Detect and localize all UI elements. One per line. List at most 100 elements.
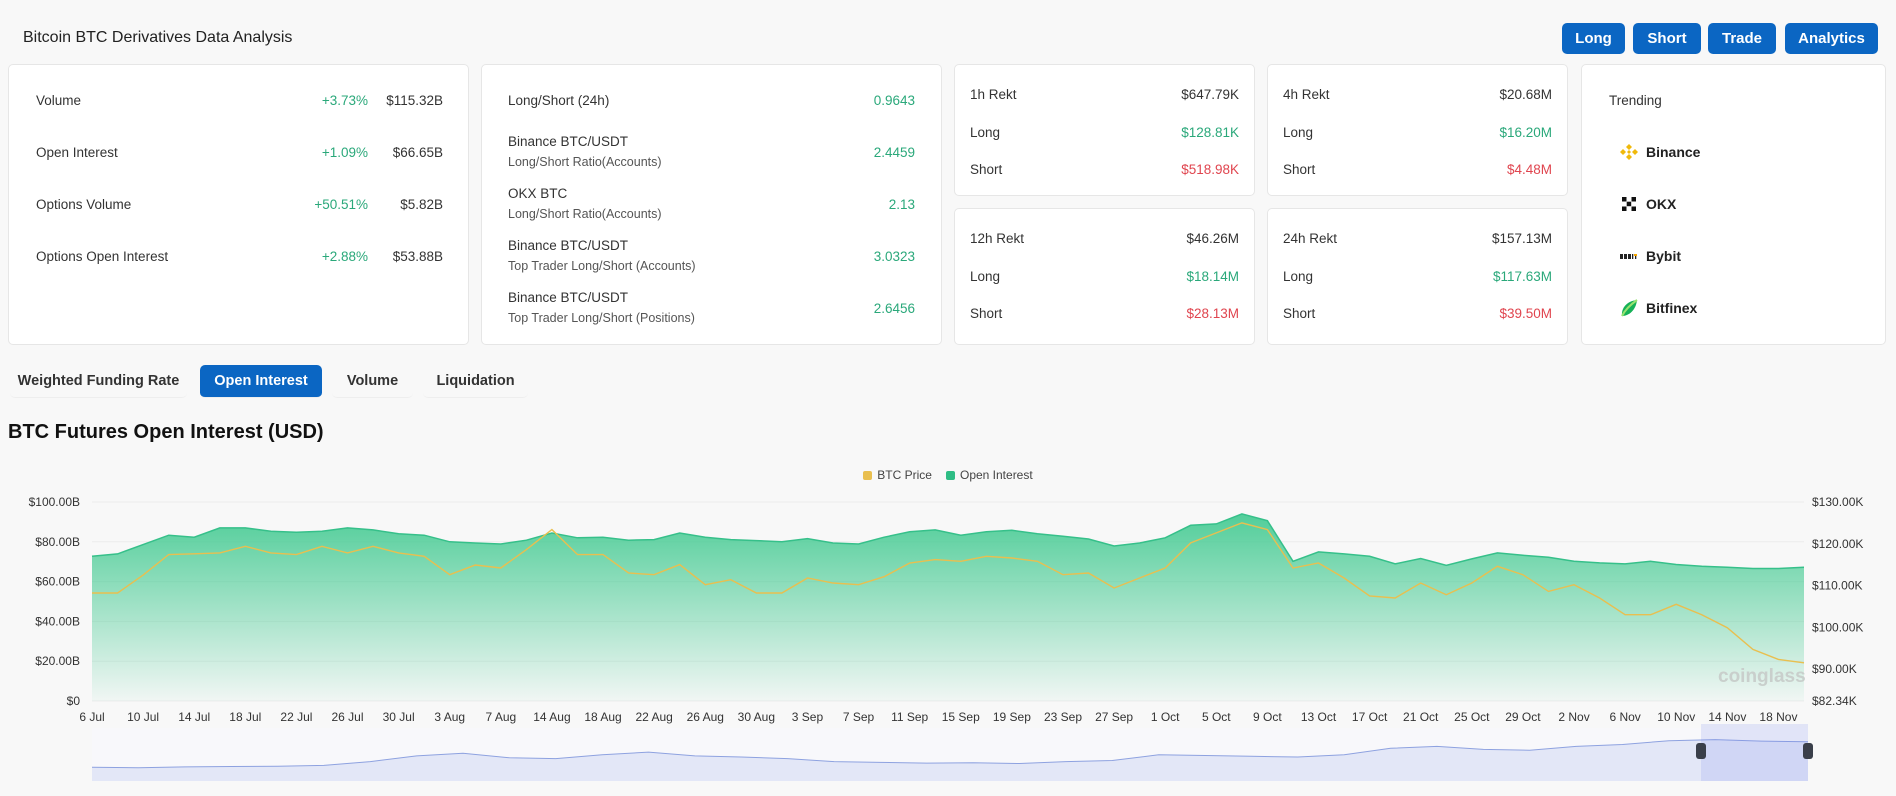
overview-label: Open Interest [36, 145, 118, 160]
x-tick-label: 22 Aug [635, 710, 672, 724]
y-right-tick-label: $82.34K [1812, 694, 1857, 708]
rekt-card: 1h Rekt $647.79K Long $128.81K Short $518.98K [954, 64, 1255, 196]
rekt-card: 12h Rekt $46.26M Long $18.14M Short $28.13M [954, 208, 1255, 345]
x-tick-label: 3 Sep [792, 710, 824, 724]
overview-value: $5.82B [400, 197, 443, 212]
legend-item-open-interest[interactable]: Open Interest [945, 468, 1033, 482]
x-tick-label: 26 Aug [687, 710, 724, 724]
ratio-value: 0.9643 [873, 93, 915, 108]
ratio-label: Binance BTC/USDT [508, 290, 629, 305]
rekt-long-label: Long [1283, 268, 1314, 284]
rekt-long-value: $128.81K [1181, 124, 1239, 140]
navigator-handle[interactable] [1803, 743, 1813, 759]
y-right-tick-label: $90.00K [1812, 662, 1857, 676]
x-tick-label: 29 Oct [1505, 710, 1541, 724]
trending-item-bitfinex[interactable]: Bitfinex [1619, 298, 1697, 318]
btc-price-line [92, 522, 1805, 664]
y-right-tick-label: $130.00K [1812, 495, 1863, 509]
rekt-long-value: $16.20M [1499, 124, 1552, 140]
rekt-short-value: $28.13M [1186, 306, 1239, 321]
ratio-value: 2.4459 [873, 145, 915, 160]
ratio-sublabel: Top Trader Long/Short (Accounts) [508, 259, 696, 273]
x-tick-label: 5 Oct [1202, 710, 1231, 724]
y-right-tick-label: $110.00K [1812, 579, 1863, 593]
x-tick-label: 26 Jul [332, 710, 364, 724]
rekt-label: 12h Rekt [970, 231, 1025, 246]
tab-weighted-funding-rate[interactable]: Weighted Funding Rate [10, 365, 187, 398]
x-tick-label: 17 Oct [1352, 710, 1388, 724]
open-interest-line [91, 513, 1805, 570]
overview-change: +50.51% [314, 197, 368, 212]
x-tick-label: 6 Nov [1609, 710, 1640, 724]
open-interest-chart: $0 $20.00B $40.00B $60.00B $80.00B $100.00B $8… [29, 495, 1863, 781]
long-short-card: Long/Short (24h) 0.9643 Binance BTC/USDT… [481, 64, 942, 345]
legend-item-btc-price[interactable]: BTC Price [863, 468, 932, 482]
x-tick-label: 30 Jul [383, 710, 415, 724]
bitfinex-icon [1621, 299, 1638, 317]
x-tick-label: 27 Sep [1095, 710, 1133, 724]
overview-label: Volume [36, 93, 82, 108]
rekt-total-value: $46.26M [1186, 231, 1239, 246]
tab-volume[interactable]: Volume [332, 365, 413, 398]
y-left-tick-label: $80.00B [35, 535, 80, 549]
y-left-tick-label: $100.00B [29, 495, 80, 509]
rekt-card: 24h Rekt $157.13M Long $117.63M Short $39.50M [1267, 208, 1568, 345]
x-tick-label: 23 Sep [1044, 710, 1082, 724]
navigator-window[interactable] [1701, 724, 1808, 781]
overview-value: $66.65B [392, 145, 443, 160]
chart-legend: BTC Price Open Interest [0, 468, 1896, 482]
x-tick-label: 22 Jul [280, 710, 312, 724]
navigator-line [91, 739, 1809, 769]
rekt-long-value: $117.63M [1492, 268, 1552, 284]
overview-value: $115.32B [386, 93, 443, 108]
overview-change: +1.09% [321, 145, 368, 160]
x-tick-label: 3 Aug [434, 710, 465, 724]
x-tick-label: 7 Aug [485, 710, 516, 724]
trending-item-bybit[interactable]: Bybit [1619, 246, 1681, 266]
ratio-sublabel: Top Trader Long/Short (Positions) [508, 311, 695, 325]
y-left-tick-label: $0 [67, 694, 81, 708]
trending-title: Trending [1609, 93, 1662, 108]
x-tick-label: 15 Sep [942, 710, 980, 724]
x-tick-label: 10 Nov [1657, 710, 1695, 724]
ratio-value: 2.6456 [873, 301, 915, 316]
trending-name: Binance [1646, 144, 1701, 160]
overview-change: +3.73% [321, 93, 368, 108]
rekt-short-value: $4.48M [1506, 162, 1552, 177]
rekt-long-label: Long [970, 124, 1001, 140]
analytics-button[interactable]: Analytics [1785, 23, 1878, 54]
ratio-label: Long/Short (24h) [508, 93, 610, 108]
rekt-long-label: Long [970, 268, 1001, 284]
trade-button[interactable]: Trade [1708, 23, 1776, 54]
rekt-short-label: Short [970, 306, 1003, 321]
y-left-tick-label: $60.00B [35, 575, 80, 589]
navigator-handle[interactable] [1696, 743, 1706, 759]
trending-item-okx[interactable]: OKX [1619, 194, 1676, 214]
x-tick-label: 18 Aug [584, 710, 621, 724]
okx-icon [1622, 197, 1636, 211]
trending-item-binance[interactable]: Binance [1619, 142, 1700, 162]
trending-name: Bybit [1646, 248, 1681, 264]
trending-name: OKX [1646, 196, 1677, 212]
coinglass-watermark: coinglass [1718, 666, 1806, 687]
x-tick-label: 13 Oct [1301, 710, 1337, 724]
rekt-total-value: $157.13M [1491, 231, 1552, 246]
tab-liquidation[interactable]: Liquidation [423, 365, 528, 398]
short-button[interactable]: Short [1633, 23, 1701, 54]
rekt-short-label: Short [1283, 162, 1316, 177]
rekt-long-value: $18.14M [1186, 268, 1239, 284]
rekt-short-value: $518.98K [1181, 162, 1239, 177]
x-tick-label: 14 Nov [1708, 710, 1746, 724]
rekt-long-label: Long [1283, 124, 1314, 140]
x-tick-label: 1 Oct [1151, 710, 1180, 724]
long-button[interactable]: Long [1562, 23, 1625, 54]
rekt-short-label: Short [970, 162, 1003, 177]
open-interest-area [92, 513, 1804, 701]
ratio-value: 2.13 [888, 197, 915, 212]
tab-open-interest[interactable]: Open Interest [200, 365, 322, 398]
ratio-sublabel: Long/Short Ratio(Accounts) [508, 207, 662, 221]
y-left-tick-label: $40.00B [35, 614, 80, 628]
legend-label: Open Interest [959, 468, 1033, 482]
x-tick-label: 9 Oct [1253, 710, 1282, 724]
rekt-label: 1h Rekt [970, 87, 1017, 102]
